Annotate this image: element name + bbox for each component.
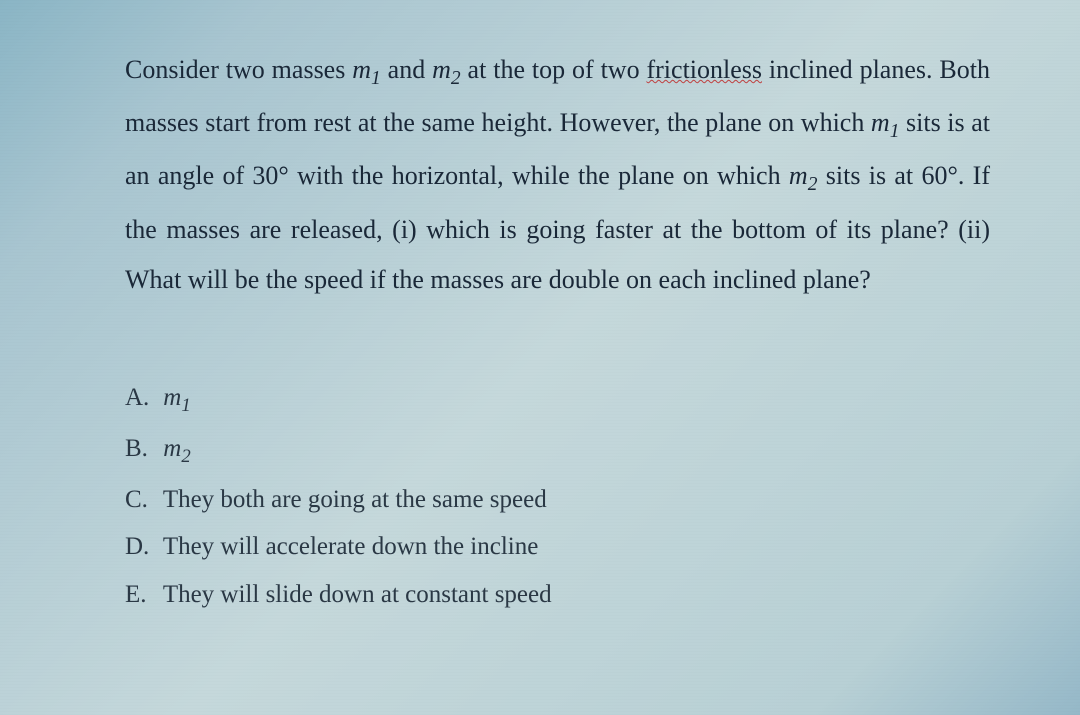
mass-2b-symbol: m <box>789 161 808 190</box>
answer-b-symbol: m <box>163 435 181 462</box>
question-paragraph: Consider two masses m1 and m2 at the top… <box>125 45 990 306</box>
question-text-4: inclined planes. <box>762 55 932 84</box>
question-text-3: at the top of two <box>461 55 647 84</box>
answer-b-label: B. <box>125 427 157 471</box>
answer-d-text: They will accelerate down the incline <box>163 533 539 560</box>
answer-e-label: E. <box>125 573 157 617</box>
answer-option-a[interactable]: A. m1 <box>125 376 990 423</box>
answer-e-text: They will slide down at constant speed <box>163 581 552 608</box>
mass-1b-symbol: m <box>871 108 890 137</box>
question-text-2: and <box>381 55 432 84</box>
answer-list: A. m1 B. m2 C. They both are going at th… <box>125 376 990 617</box>
mass-1b-subscript: 1 <box>890 121 900 142</box>
mass-2b-subscript: 2 <box>808 175 818 196</box>
question-text-1: Consider two masses <box>125 55 352 84</box>
answer-a-subscript: 1 <box>181 395 190 416</box>
answer-c-label: C. <box>125 478 157 522</box>
answer-d-label: D. <box>125 525 157 569</box>
answer-a-symbol: m <box>163 384 181 411</box>
answer-c-text: They both are going at the same speed <box>163 486 547 513</box>
answer-option-b[interactable]: B. m2 <box>125 427 990 474</box>
mass-2-symbol: m <box>432 55 451 84</box>
answer-option-c[interactable]: C. They both are going at the same speed <box>125 478 990 522</box>
answer-option-d[interactable]: D. They will accelerate down the incline <box>125 525 990 569</box>
answer-option-e[interactable]: E. They will slide down at constant spee… <box>125 573 990 617</box>
mass-2-subscript: 2 <box>451 68 461 89</box>
mass-1-subscript: 1 <box>371 68 381 89</box>
underlined-frictionless: frictionless <box>646 55 762 84</box>
answer-b-subscript: 2 <box>181 446 190 467</box>
mass-1-symbol: m <box>352 55 371 84</box>
answer-a-label: A. <box>125 376 157 420</box>
